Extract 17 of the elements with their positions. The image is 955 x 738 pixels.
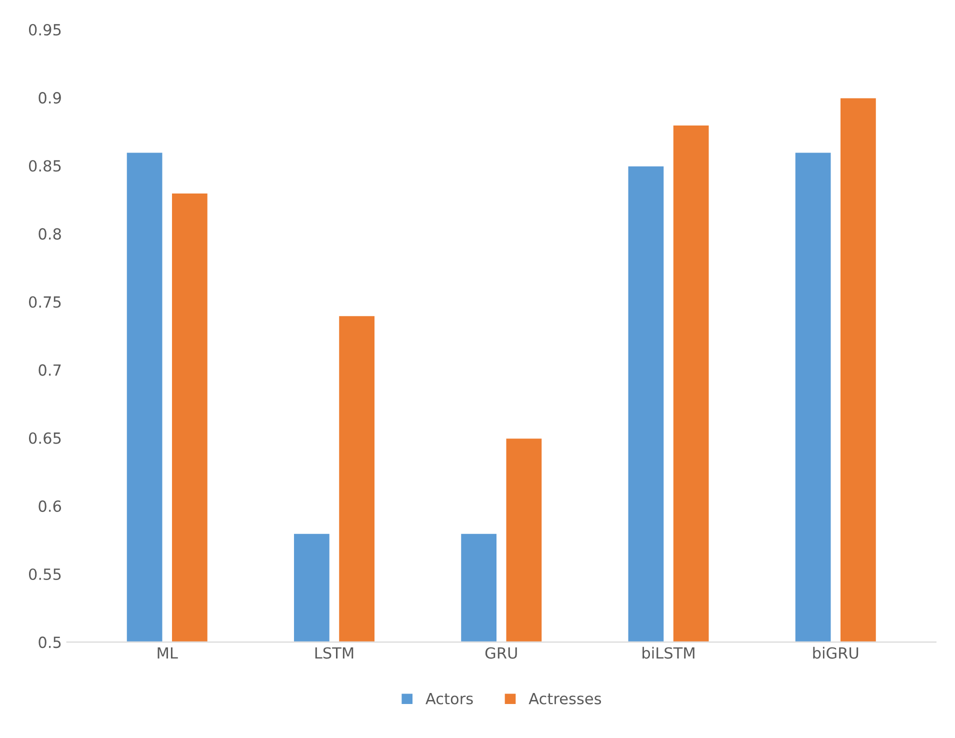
- legend-label: Actresses: [528, 693, 602, 704]
- x-tick-label: biLSTM: [642, 646, 694, 659]
- y-tick-label: 0.75: [28, 296, 61, 308]
- x-tick-label: biGRU: [813, 646, 858, 659]
- y-tick-label: 0.6: [38, 500, 62, 512]
- y-tick-label: 0.55: [28, 568, 61, 580]
- x-tick-label: GRU: [485, 647, 517, 659]
- y-tick-label: 0.95: [28, 24, 61, 36]
- y-tick-label: 0.9: [38, 92, 61, 104]
- y-tick-label: 0.85: [28, 160, 61, 172]
- y-tick-label: 0.65: [28, 432, 61, 444]
- x-tick-label: ML: [158, 647, 178, 659]
- y-tick-label: 0.5: [38, 636, 61, 648]
- x-tick-label: LSTM: [315, 647, 354, 659]
- y-tick-label: 0.8: [38, 228, 61, 240]
- legend-label: Actors: [426, 693, 473, 704]
- y-tick-label: 0.7: [38, 364, 61, 376]
